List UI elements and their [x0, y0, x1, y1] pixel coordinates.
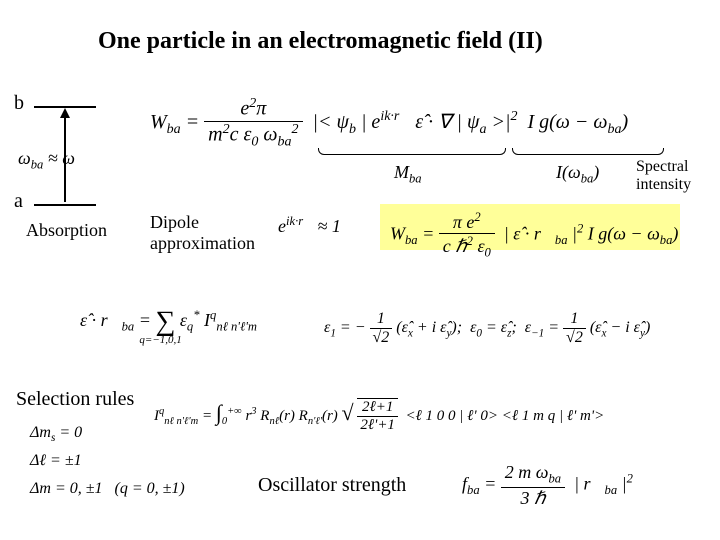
- spectral-intensity-label: Spectral intensity: [636, 158, 691, 193]
- level-a-label: a: [14, 190, 23, 213]
- dipole-approx-label: Dipole approximation: [150, 212, 255, 253]
- selection-integral: Iqnℓ n'ℓ'm = ∫0+∞ r3 Rnℓ(r) Rn'ℓ'(r) √ 2…: [154, 398, 604, 434]
- level-b-label: b: [14, 92, 24, 115]
- wba-formula: Wba = e2π m2c ε0 ωba2 |< ψb | eik·r⃗ ε̂ …: [150, 96, 628, 150]
- rule-dm: Δm = 0, ±1 (q = 0, ±1): [30, 480, 185, 498]
- oscillator-formula: fba = 2 m ωba 3 ℏ | r⃗ba |2: [462, 462, 633, 509]
- absorption-label: Absorption: [26, 220, 107, 241]
- brace-mba: [318, 148, 506, 155]
- rule-dl: Δℓ = ±1: [30, 452, 82, 470]
- rule-dms: Δms = 0: [30, 424, 82, 444]
- selection-rules-label: Selection rules: [16, 388, 134, 411]
- mba-label: Mba: [394, 162, 422, 187]
- omega-approx: ωba ≈ ω: [18, 148, 75, 173]
- oscillator-strength-label: Oscillator strength: [258, 474, 406, 497]
- page-title: One particle in an electromagnetic field…: [98, 28, 543, 55]
- level-a-line: [34, 204, 96, 206]
- wba-dipole-formula: Wba = π e2 c ℏ2 ε0 | ε̂ · r⃗ba |2 I g(ω …: [390, 210, 678, 261]
- eps-components: ε1 = − 1 √2 (ε̂x + i ε̂y); ε0 = ε̂z; ε−1…: [324, 310, 650, 347]
- brace-iomega: [512, 148, 664, 155]
- dipole-approx-formula: eik·r⃗ ≈ 1: [278, 214, 341, 237]
- eps-rba-sum: ε̂ · r⃗ba = ∑ q=−1,0,1 εq* Iqnℓ n'ℓ'm: [80, 306, 257, 338]
- iomega-label: I(ωba): [556, 162, 599, 187]
- absorption-arrow-head: [60, 108, 70, 118]
